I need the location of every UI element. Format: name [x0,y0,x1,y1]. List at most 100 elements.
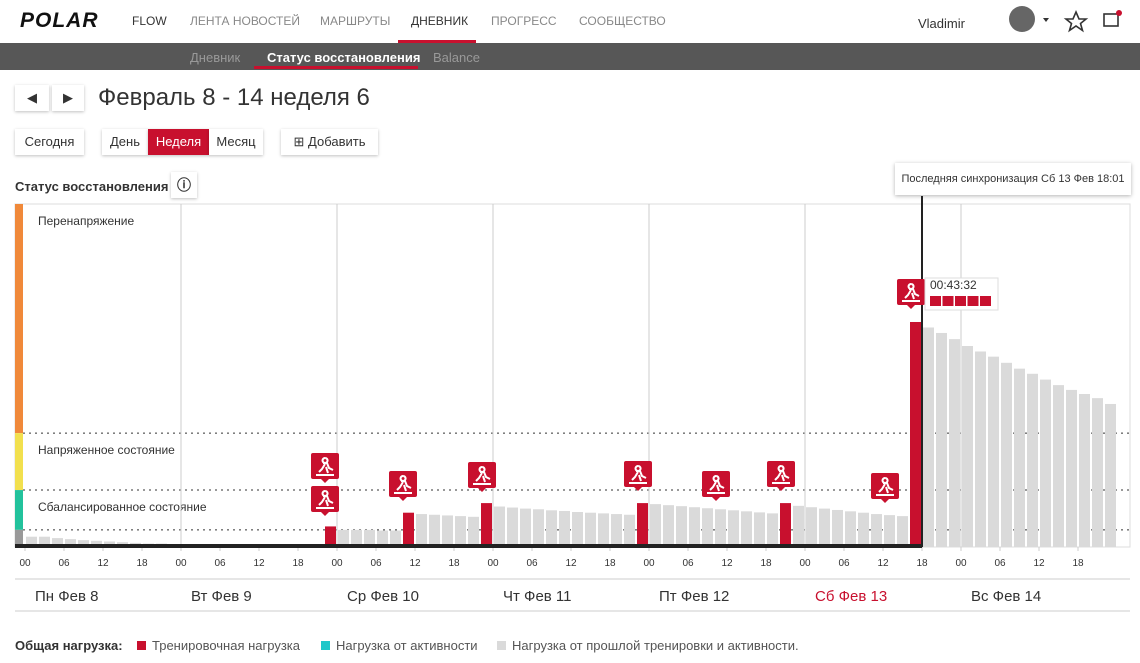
zone-strip [15,204,23,434]
x-tick-label: 00 [331,558,343,569]
x-tick-label: 00 [799,558,811,569]
activity-icon [871,473,899,503]
activity-icon [702,471,730,501]
day-label: Пт Фев 12 [659,588,729,605]
day-label: Сб Фев 13 [815,588,887,605]
icon-pointer [321,512,329,516]
favorites-icon[interactable] [1063,9,1089,33]
icon-pointer [712,497,720,501]
activity-icon [311,453,339,483]
bar [676,506,687,547]
add-button[interactable]: ⊞ Добавить [281,129,378,155]
bar [39,536,50,547]
x-tick-label: 12 [97,558,109,569]
annotation-text: 00:43:32 [930,278,977,292]
sync-icon[interactable] [1103,13,1119,27]
sub-item[interactable]: Дневник [190,50,241,65]
section-title: Статус восстановления [15,179,169,194]
x-tick-label: 00 [19,558,31,569]
activity-icon [468,462,496,492]
bar [793,505,804,547]
next-button[interactable]: ▶ [52,85,84,111]
view-button[interactable]: День [102,129,148,155]
bar [728,510,739,547]
bar [819,508,830,547]
view-button[interactable]: Неделя [148,129,209,155]
x-tick-label: 06 [214,558,226,569]
icon-bg [311,453,339,479]
bar [1053,385,1064,547]
icon-pointer [399,497,407,501]
day-label: Вс Фев 14 [971,588,1041,605]
bar [507,507,518,547]
past-bar [15,544,922,548]
nav-item[interactable]: ДНЕВНИК [411,14,469,28]
bar [871,514,882,547]
prev-button[interactable]: ◀ [15,85,49,111]
bar [65,539,76,547]
x-tick-label: 18 [760,558,772,569]
bar [364,529,375,547]
activity-icon [767,461,795,491]
annotation-zone [942,296,954,306]
bar [741,511,752,547]
icon-pointer [777,487,785,491]
bar [1014,368,1025,547]
info-button[interactable]: ⓘ [171,172,197,198]
x-tick-label: 12 [1033,558,1045,569]
nav-item[interactable]: МАРШРУТЫ [320,14,391,28]
icon-figure [772,465,790,484]
icon-figure [316,490,334,509]
x-tick-label: 18 [916,558,928,569]
bar [481,503,492,547]
x-tick-label: 12 [721,558,733,569]
icon-pointer [478,488,486,492]
x-tick-label: 12 [253,558,265,569]
nav-item[interactable]: ПРОГРЕСС [491,14,557,28]
today-button[interactable]: Сегодня [15,129,84,155]
avatar[interactable] [1009,6,1035,32]
legend-swatch [321,641,330,650]
icon-figure [629,465,647,484]
logo[interactable]: POLAR [20,9,99,32]
x-tick-label: 00 [643,558,655,569]
bar [936,332,947,547]
icon-figure [394,475,412,494]
day-label: Пн Фев 8 [35,588,98,605]
icon-pointer [321,479,329,483]
icon-figure [876,477,894,496]
icon-bg [767,461,795,487]
x-tick-label: 18 [448,558,460,569]
bar [858,512,869,547]
legend-swatch [137,641,146,650]
nav-item[interactable]: ЛЕНТА НОВОСТЕЙ [190,14,300,28]
bar [754,512,765,547]
view-button[interactable]: Месяц [209,129,263,155]
bar [962,346,973,547]
bar [325,526,336,547]
x-tick-label: 18 [1072,558,1084,569]
bar [468,516,479,547]
day-label: Чт Фев 11 [503,588,572,605]
product-name: FLOW [132,14,167,28]
bar [884,515,895,547]
dropdown-arrow[interactable] [1043,18,1049,22]
user-name[interactable]: Vladimir [918,16,965,31]
activity-icon [311,486,339,516]
bar [533,509,544,547]
sub-item[interactable]: Balance [433,50,480,65]
bar [403,512,414,547]
top-bar [0,0,1140,44]
bar [767,513,778,547]
x-tick-label: 18 [292,558,304,569]
bar [455,516,466,547]
sub-item[interactable]: Статус восстановления [267,50,421,65]
nav-indicator [398,40,476,43]
legend-label: Тренировочная нагрузка [152,638,301,653]
bar [416,514,427,547]
x-tick-label: 06 [526,558,538,569]
icon-figure [473,466,491,485]
nav-item[interactable]: СООБЩЕСТВО [579,14,666,28]
